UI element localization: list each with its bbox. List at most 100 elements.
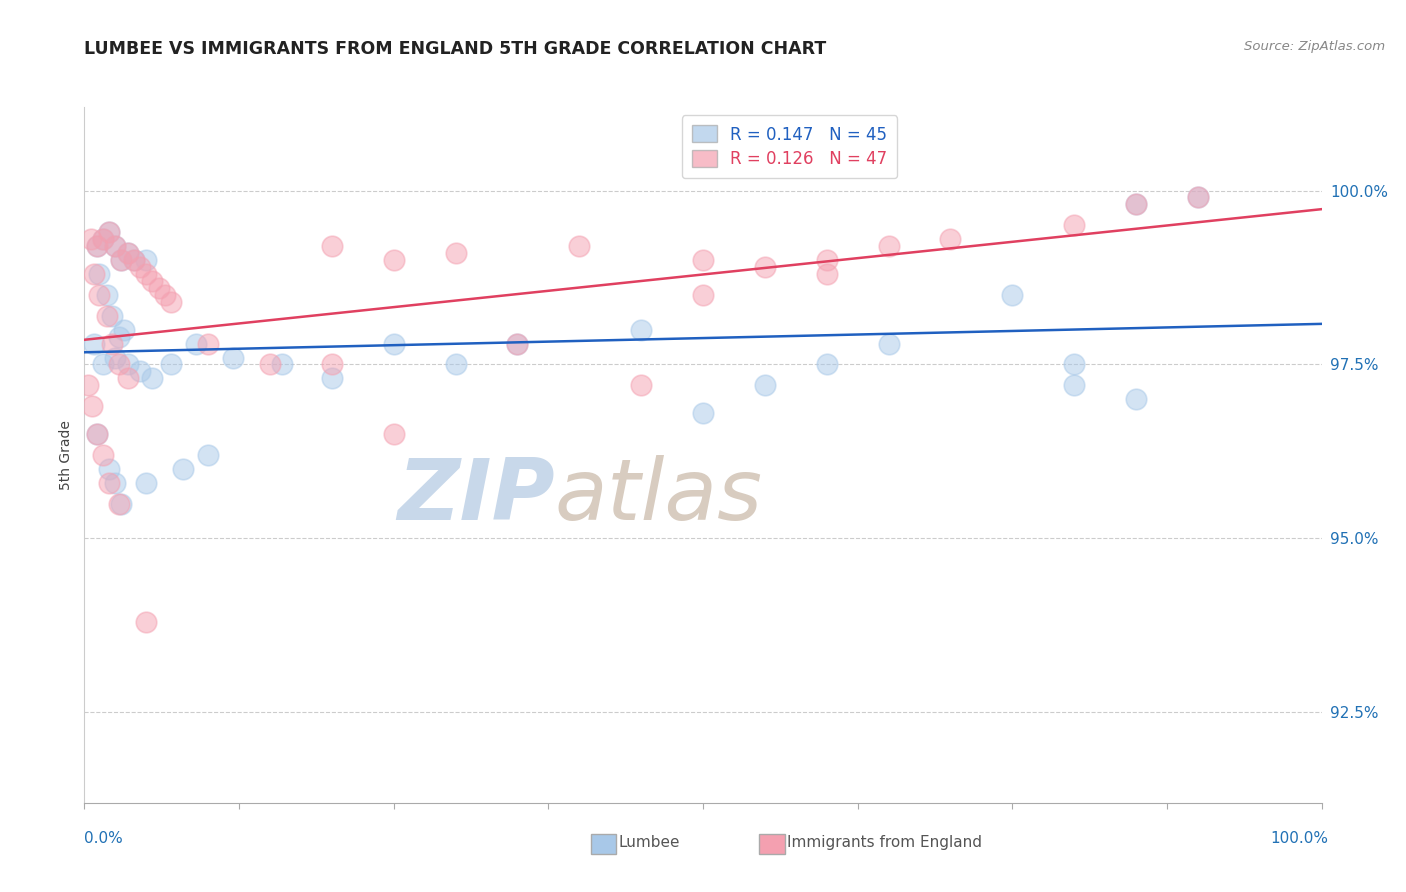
Point [83, 267, 105, 281]
Point [815, 267, 838, 281]
Point [110, 253, 132, 268]
Point [506, 336, 529, 351]
Point [506, 336, 529, 351]
Point [259, 358, 281, 372]
Point [1125, 197, 1147, 211]
Point [104, 239, 127, 253]
Text: 100.0%: 100.0% [1271, 831, 1329, 846]
Point [197, 336, 219, 351]
Point [1187, 190, 1209, 204]
Text: 0.0%: 0.0% [84, 831, 124, 846]
Point [112, 323, 135, 337]
Text: atlas: atlas [554, 455, 762, 538]
Point [80, 399, 103, 413]
Point [815, 253, 838, 268]
Point [160, 294, 183, 309]
Text: Immigrants from England: Immigrants from England [787, 836, 983, 850]
Point [89, 288, 111, 302]
Point [98, 462, 121, 476]
Point [271, 358, 294, 372]
Point [692, 288, 714, 302]
Point [98, 475, 121, 490]
Point [122, 253, 145, 268]
Point [630, 378, 652, 392]
Point [141, 274, 163, 288]
Point [148, 281, 170, 295]
Text: ZIP: ZIP [396, 455, 554, 538]
Point [877, 239, 900, 253]
Point [86, 239, 108, 253]
Point [321, 358, 343, 372]
Point [153, 288, 176, 302]
Point [86, 239, 108, 253]
Point [135, 253, 157, 268]
Point [444, 246, 467, 260]
Point [117, 371, 139, 385]
Point [110, 253, 132, 268]
Point [98, 225, 121, 239]
Point [110, 497, 132, 511]
Point [104, 475, 127, 490]
Point [108, 497, 131, 511]
Point [100, 336, 122, 351]
Point [1187, 190, 1209, 204]
Point [321, 239, 343, 253]
Point [692, 406, 714, 420]
Point [77, 378, 100, 392]
Point [754, 260, 776, 274]
Point [86, 427, 108, 442]
Point [1125, 392, 1147, 407]
Point [117, 246, 139, 260]
Point [83, 336, 105, 351]
Point [104, 351, 127, 365]
Point [382, 336, 405, 351]
Point [86, 427, 108, 442]
Point [96, 309, 118, 323]
Point [222, 351, 245, 365]
Point [197, 448, 219, 462]
Point [630, 323, 652, 337]
Point [91, 232, 114, 246]
Point [96, 288, 118, 302]
Point [104, 239, 127, 253]
Point [321, 371, 343, 385]
Point [117, 358, 139, 372]
Point [100, 309, 122, 323]
Point [382, 253, 405, 268]
Point [79, 232, 101, 246]
Text: LUMBEE VS IMMIGRANTS FROM ENGLAND 5TH GRADE CORRELATION CHART: LUMBEE VS IMMIGRANTS FROM ENGLAND 5TH GR… [84, 40, 827, 58]
Point [91, 448, 114, 462]
Point [1063, 219, 1085, 233]
Point [129, 364, 152, 378]
Point [1125, 197, 1147, 211]
Point [815, 358, 838, 372]
Point [135, 615, 157, 629]
Point [1063, 378, 1085, 392]
Point [89, 267, 111, 281]
Point [754, 378, 776, 392]
Point [444, 358, 467, 372]
Point [129, 260, 152, 274]
Point [91, 232, 114, 246]
Y-axis label: 5th Grade: 5th Grade [59, 420, 73, 490]
Point [117, 246, 139, 260]
Point [939, 232, 962, 246]
Point [108, 329, 131, 343]
Point [382, 427, 405, 442]
Point [135, 267, 157, 281]
Point [141, 371, 163, 385]
Point [108, 358, 131, 372]
Point [135, 475, 157, 490]
Text: Lumbee: Lumbee [619, 836, 681, 850]
Point [160, 358, 183, 372]
Point [172, 462, 194, 476]
Text: Source: ZipAtlas.com: Source: ZipAtlas.com [1244, 40, 1385, 54]
Point [91, 358, 114, 372]
Point [1001, 288, 1024, 302]
Legend: R = 0.147   N = 45, R = 0.126   N = 47: R = 0.147 N = 45, R = 0.126 N = 47 [682, 115, 897, 178]
Point [1063, 358, 1085, 372]
Point [98, 225, 121, 239]
Point [568, 239, 591, 253]
Point [692, 253, 714, 268]
Point [122, 253, 145, 268]
